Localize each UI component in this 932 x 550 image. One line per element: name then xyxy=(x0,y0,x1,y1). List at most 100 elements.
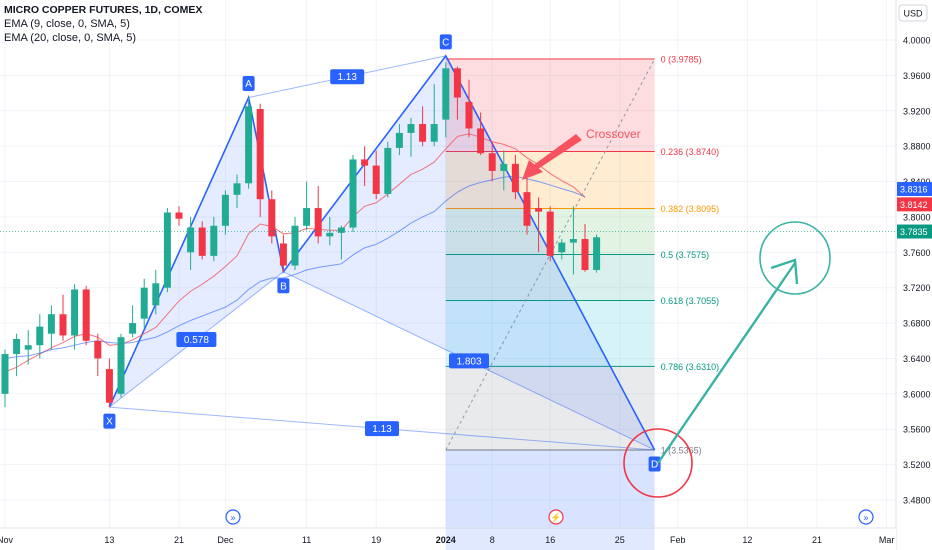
ema-fast-legend[interactable]: EMA (9, close, 0, SMA, 5) xyxy=(4,18,130,30)
candle[interactable] xyxy=(210,216,218,262)
price-tick-label: 3.9200 xyxy=(903,106,931,116)
candle[interactable] xyxy=(82,285,90,346)
price-tick-label: 3.5600 xyxy=(903,425,931,435)
candle[interactable] xyxy=(372,150,380,200)
ratio-label: 1.13 xyxy=(337,72,357,83)
projection-arrow-head xyxy=(770,258,799,285)
ratio-badge xyxy=(365,421,399,437)
candle[interactable] xyxy=(129,305,137,338)
candle[interactable] xyxy=(349,155,357,232)
candle[interactable] xyxy=(361,146,369,186)
candle[interactable] xyxy=(71,284,79,350)
event-skip-icon[interactable] xyxy=(858,509,874,525)
candle[interactable] xyxy=(105,358,113,408)
pattern-point-label: X xyxy=(106,417,113,428)
target-circle[interactable] xyxy=(623,428,693,498)
pattern-point-badge[interactable] xyxy=(103,413,116,429)
price-tick-label: 3.6800 xyxy=(903,319,931,329)
candle[interactable] xyxy=(477,112,485,155)
candle[interactable] xyxy=(245,97,253,189)
candle[interactable] xyxy=(94,333,102,377)
candle[interactable] xyxy=(279,234,287,272)
time-tick-label: 25 xyxy=(615,535,625,545)
candle[interactable] xyxy=(546,206,554,262)
candle[interactable] xyxy=(163,208,171,293)
candle[interactable] xyxy=(187,216,195,270)
candle[interactable] xyxy=(395,124,403,155)
candle[interactable] xyxy=(59,294,67,341)
candle[interactable] xyxy=(337,225,345,260)
candle[interactable] xyxy=(419,106,427,147)
candle[interactable] xyxy=(221,190,229,235)
candle[interactable] xyxy=(140,278,148,328)
price-axis[interactable] xyxy=(896,0,932,550)
candle[interactable] xyxy=(13,333,21,377)
time-tick-label: 13 xyxy=(104,535,114,545)
candle[interactable] xyxy=(36,314,44,359)
time-tick-label: 21 xyxy=(812,535,822,545)
candle[interactable] xyxy=(430,84,438,147)
candle[interactable] xyxy=(303,181,311,231)
time-tick-label: Feb xyxy=(670,535,686,545)
candle[interactable] xyxy=(198,221,206,260)
candle[interactable] xyxy=(291,216,299,270)
candle[interactable] xyxy=(442,62,450,138)
pattern-point-badge[interactable] xyxy=(242,76,255,91)
candle-body xyxy=(384,147,392,194)
candle[interactable] xyxy=(1,349,9,408)
time-axis[interactable] xyxy=(0,528,896,550)
price-tag[interactable] xyxy=(897,197,932,212)
candle[interactable] xyxy=(326,216,334,246)
fib-level-label: 0.382 (3.8095) xyxy=(661,204,720,214)
price-tag[interactable] xyxy=(897,181,932,196)
symbol-title[interactable]: MICRO COPPER FUTURES, 1D, COMEX xyxy=(4,4,203,16)
price-tag-label: 3.8316 xyxy=(900,184,928,194)
pattern-point-badge[interactable] xyxy=(277,278,290,294)
projection-circle[interactable] xyxy=(759,221,831,295)
candle[interactable] xyxy=(47,305,55,350)
ratio-badge xyxy=(176,331,217,347)
pattern-point-badge[interactable] xyxy=(439,34,452,50)
candle[interactable] xyxy=(593,234,601,273)
candle[interactable] xyxy=(314,185,322,244)
candle[interactable] xyxy=(500,150,508,191)
candle[interactable] xyxy=(488,141,496,182)
candle[interactable] xyxy=(511,155,519,200)
candle[interactable] xyxy=(384,141,392,198)
candle[interactable] xyxy=(407,117,415,157)
candle-body xyxy=(430,124,438,142)
candle[interactable] xyxy=(268,190,276,244)
candle-body xyxy=(546,211,554,256)
price-tick-label: 3.7600 xyxy=(903,248,931,258)
candle[interactable] xyxy=(453,66,461,120)
currency-button[interactable] xyxy=(898,4,928,22)
ema-slow-legend[interactable]: EMA (20, close, 0, SMA, 5) xyxy=(4,32,137,44)
candle[interactable] xyxy=(523,177,531,235)
candle[interactable] xyxy=(558,239,566,260)
candle[interactable] xyxy=(465,79,473,138)
price-tag[interactable] xyxy=(897,224,932,239)
projection-arrow[interactable] xyxy=(657,262,796,464)
event-skip-icon[interactable] xyxy=(225,509,241,525)
pattern-point-badge[interactable] xyxy=(648,456,661,472)
candle-body xyxy=(129,323,137,334)
candle-body xyxy=(24,345,32,350)
candle[interactable] xyxy=(117,333,125,398)
candle[interactable] xyxy=(535,197,543,253)
candle[interactable] xyxy=(233,174,241,209)
event-flash-icon[interactable] xyxy=(548,509,564,525)
candle[interactable] xyxy=(175,206,183,226)
ratio-badge xyxy=(449,353,489,369)
crossover-arrow-head xyxy=(522,160,543,180)
candle[interactable] xyxy=(569,206,577,275)
time-tick-label: 21 xyxy=(174,535,184,545)
ema-slow-line[interactable] xyxy=(4,175,586,359)
candle[interactable] xyxy=(256,103,264,217)
candle-body xyxy=(361,159,369,166)
candle[interactable] xyxy=(24,330,32,365)
candle[interactable] xyxy=(152,270,160,315)
ratio-label: 1.13 xyxy=(372,424,392,435)
candle-body xyxy=(442,68,450,120)
